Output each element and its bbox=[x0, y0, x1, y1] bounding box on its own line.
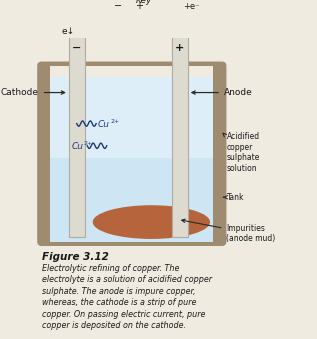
Text: Cu: Cu bbox=[98, 120, 110, 129]
Ellipse shape bbox=[93, 205, 210, 239]
Text: +e⁻: +e⁻ bbox=[183, 2, 200, 11]
Text: Anode: Anode bbox=[192, 88, 253, 97]
Text: whereas, the cathode is a strip of pure: whereas, the cathode is a strip of pure bbox=[42, 298, 196, 307]
Text: 2+: 2+ bbox=[84, 141, 93, 146]
Bar bbox=[172, 29, 188, 237]
Text: Tank: Tank bbox=[223, 193, 244, 202]
Text: Impurities
(anode mud): Impurities (anode mud) bbox=[182, 219, 276, 243]
Text: Figure 3.12: Figure 3.12 bbox=[42, 252, 108, 262]
Text: +: + bbox=[135, 1, 143, 11]
Bar bbox=[69, 29, 85, 237]
Text: Key: Key bbox=[135, 0, 152, 5]
Text: +: + bbox=[175, 43, 184, 53]
Text: Cu: Cu bbox=[72, 142, 83, 151]
Text: Cathode: Cathode bbox=[1, 88, 65, 97]
Bar bbox=[50, 158, 213, 242]
Text: Acidified
copper
sulphate
solution: Acidified copper sulphate solution bbox=[223, 133, 260, 173]
Text: −: − bbox=[72, 43, 81, 53]
FancyBboxPatch shape bbox=[38, 62, 226, 245]
Text: electrolyte is a solution of acidified copper: electrolyte is a solution of acidified c… bbox=[42, 275, 211, 284]
Text: copper. On passing electric current, pure: copper. On passing electric current, pur… bbox=[42, 310, 205, 319]
Text: Electrolytic refining of copper. The: Electrolytic refining of copper. The bbox=[42, 264, 179, 273]
Bar bbox=[50, 75, 213, 242]
Text: sulphate. The anode is impure copper,: sulphate. The anode is impure copper, bbox=[42, 287, 195, 296]
Text: −: − bbox=[114, 1, 122, 11]
Text: 2+: 2+ bbox=[110, 119, 120, 124]
Text: e↓: e↓ bbox=[61, 27, 74, 36]
Bar bbox=[50, 66, 213, 77]
Text: copper is deposited on the cathode.: copper is deposited on the cathode. bbox=[42, 321, 185, 331]
